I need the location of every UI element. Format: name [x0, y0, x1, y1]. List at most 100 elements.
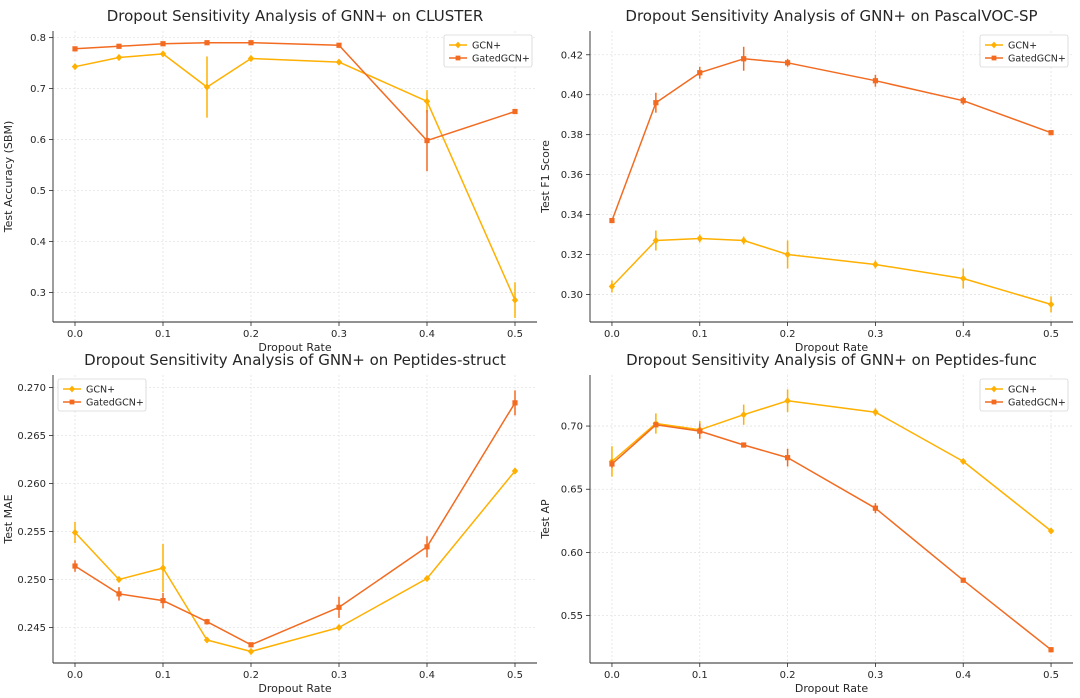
- data-point: [696, 234, 703, 243]
- data-point: [248, 40, 254, 46]
- data-point: [511, 467, 519, 475]
- series-gatedgcn-: [72, 390, 518, 648]
- data-point: [116, 43, 122, 49]
- data-point: [336, 604, 342, 610]
- data-point: [740, 236, 747, 245]
- y-tick-label: 0.38: [561, 130, 583, 141]
- data-point: [652, 236, 660, 245]
- chart-title: Dropout Sensitivity Analysis of GNN+ on …: [107, 7, 484, 25]
- data-point: [204, 40, 210, 46]
- data-point: [784, 60, 791, 66]
- series-gatedgcn-: [72, 40, 518, 172]
- data-point: [71, 528, 79, 537]
- data-point: [204, 619, 210, 625]
- y-tick-label: 0.4: [30, 237, 46, 248]
- x-axis-label: Dropout Rate: [258, 682, 331, 695]
- chart-panel-4: Dropout Sensitivity Analysis of GNN+ on …: [539, 351, 1073, 695]
- legend-label: GCN+: [1008, 40, 1037, 51]
- data-point: [160, 41, 166, 47]
- data-point: [741, 56, 747, 62]
- x-tick-label: 0.0: [67, 670, 83, 681]
- series-line: [74, 53, 516, 301]
- data-point: [116, 591, 122, 597]
- data-point: [740, 411, 747, 419]
- legend-box: [979, 34, 1069, 68]
- series-gcn-: [71, 467, 519, 656]
- y-axis-label: Test MAE: [2, 494, 15, 544]
- data-point: [424, 137, 430, 144]
- series-gatedgcn-: [609, 422, 1054, 653]
- y-tick-label: 0.55: [561, 611, 583, 622]
- data-point: [335, 58, 343, 66]
- data-point: [1048, 647, 1054, 653]
- legend-label: GatedGCN+: [472, 53, 530, 64]
- legend-marker: [991, 385, 997, 393]
- data-point: [653, 100, 659, 106]
- legend: GCN+ GatedGCN+: [443, 34, 533, 68]
- y-tick-label: 0.8: [30, 33, 46, 44]
- data-point: [960, 98, 966, 104]
- x-axis-label: Dropout Rate: [795, 341, 868, 354]
- y-axis-label: Test Accuracy (SBM): [2, 121, 15, 233]
- x-tick-label: 0.4: [955, 670, 971, 681]
- y-tick-label: 0.250: [17, 575, 46, 586]
- series-gcn-: [608, 230, 1055, 313]
- data-point: [609, 461, 615, 467]
- legend-marker: [455, 41, 461, 49]
- y-tick-label: 0.60: [561, 548, 583, 559]
- x-tick-label: 0.4: [955, 329, 971, 340]
- y-tick-label: 0.36: [561, 170, 583, 181]
- data-point: [1047, 300, 1055, 309]
- data-point: [159, 50, 167, 58]
- legend-box: [979, 378, 1069, 412]
- x-tick-label: 0.4: [419, 329, 435, 340]
- x-tick-label: 0.1: [692, 670, 708, 681]
- legend-label: GCN+: [472, 40, 501, 51]
- data-point: [960, 274, 967, 283]
- series-gcn-: [71, 50, 519, 318]
- data-point: [872, 408, 879, 416]
- series-line: [611, 424, 1052, 651]
- data-point: [872, 78, 879, 84]
- x-tick-label: 0.3: [331, 670, 347, 681]
- data-point: [512, 108, 518, 115]
- y-tick-label: 0.245: [17, 623, 46, 634]
- data-point: [203, 83, 211, 91]
- legend-label: GCN+: [1008, 384, 1037, 395]
- legend: GCN+ GatedGCN+: [979, 34, 1069, 68]
- legend-label: GatedGCN+: [1008, 397, 1066, 408]
- chart-panel-1: Dropout Sensitivity Analysis of GNN+ on …: [2, 7, 537, 354]
- x-tick-label: 0.0: [604, 670, 620, 681]
- x-tick-label: 0.1: [155, 329, 171, 340]
- legend-label: GatedGCN+: [86, 397, 144, 408]
- data-point: [608, 282, 616, 291]
- y-tick-label: 0.34: [561, 210, 583, 221]
- y-tick-label: 0.40: [561, 90, 583, 101]
- legend-marker: [455, 55, 461, 61]
- x-tick-label: 0.2: [243, 329, 259, 340]
- y-axis-label: Test F1 Score: [539, 140, 552, 214]
- series-line: [74, 41, 516, 142]
- x-tick-label: 0.1: [155, 670, 171, 681]
- y-tick-label: 0.255: [17, 527, 46, 538]
- x-tick-label: 0.3: [867, 670, 883, 681]
- data-point: [160, 598, 166, 604]
- legend-label: GCN+: [86, 384, 115, 395]
- y-tick-label: 0.30: [561, 290, 583, 301]
- y-tick-label: 0.32: [561, 250, 583, 261]
- x-tick-label: 0.3: [867, 329, 883, 340]
- data-point: [784, 455, 791, 461]
- x-tick-label: 0.5: [1043, 329, 1059, 340]
- chart-panel-3: Dropout Sensitivity Analysis of GNN+ on …: [2, 351, 537, 695]
- legend-marker: [991, 399, 997, 405]
- data-point: [1048, 130, 1054, 136]
- series-line: [611, 400, 1052, 532]
- x-tick-label: 0.2: [780, 670, 796, 681]
- data-point: [512, 400, 518, 406]
- data-point: [872, 260, 879, 269]
- legend: GCN+ GatedGCN+: [979, 378, 1069, 412]
- y-tick-label: 0.70: [561, 422, 583, 433]
- data-point: [115, 575, 123, 584]
- x-tick-label: 0.5: [507, 329, 523, 340]
